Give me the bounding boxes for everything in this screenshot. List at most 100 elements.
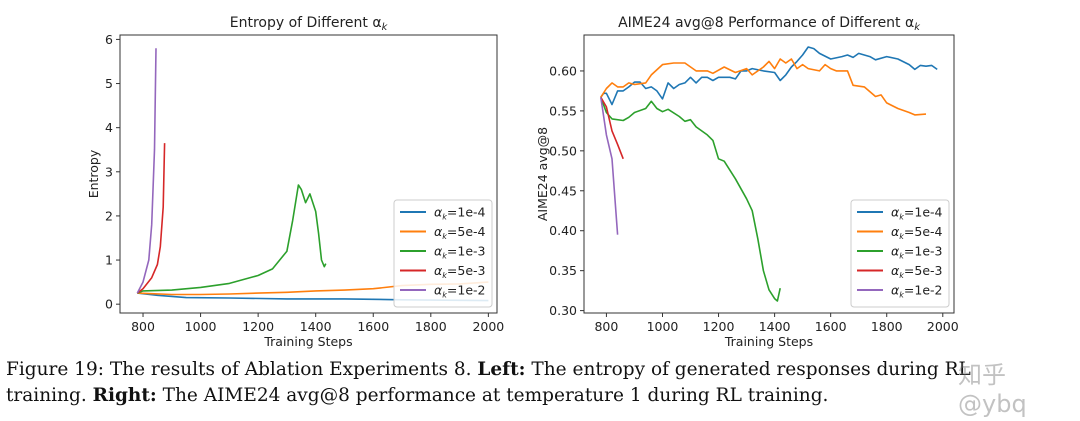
aime-chart-title-main: AIME24 avg@8 Performance of Different α	[618, 15, 914, 31]
entropy-legend-label: αk=1e-3	[434, 244, 485, 261]
entropy-y-tick-label: 5	[105, 76, 113, 91]
aime-legend-value: =5e-3	[904, 263, 943, 278]
aime-x-tick-label: 800	[594, 319, 618, 334]
subscript-k: k	[442, 213, 447, 222]
aime-y-tick-label: 0.60	[549, 63, 577, 78]
entropy-legend-value: =1e-4	[447, 205, 486, 220]
caption-left-label: Left:	[477, 359, 526, 380]
aime-legend-value: =1e-2	[904, 283, 943, 298]
alpha-symbol: α	[434, 224, 443, 239]
aime-series-line-3	[600, 96, 624, 160]
entropy-y-tick-label: 1	[105, 253, 113, 268]
alpha-symbol: α	[891, 263, 900, 278]
entropy-series-line-3	[136, 143, 166, 294]
entropy-x-tick-label: 1400	[300, 319, 332, 334]
aime-legend-value: =1e-3	[904, 244, 943, 259]
caption-text: Figure 19: The results of Ablation Exper…	[6, 359, 472, 380]
entropy-legend-value: =5e-3	[447, 263, 486, 278]
aime-chart-title-sub: k	[914, 22, 920, 33]
entropy-axes-frame	[119, 34, 498, 314]
caption-text: The AIME24 avg@8 performance at temperat…	[162, 385, 829, 406]
aime-y-tick-label: 0.50	[549, 143, 577, 158]
aime-y-tick-label: 0.30	[549, 303, 577, 318]
caption-text: training.	[6, 385, 87, 406]
entropy-chart-title: Entropy of Different αk	[230, 15, 388, 33]
aime-x-tick-label: 2000	[927, 319, 959, 334]
aime-legend-label: αk=1e-3	[891, 244, 942, 261]
aime-legend-item: αk=1e-2	[857, 283, 942, 300]
subscript-k: k	[899, 271, 904, 280]
caption-right-label: Right:	[92, 385, 157, 406]
entropy-series-line-4	[136, 48, 157, 294]
aime-chart-title: AIME24 avg@8 Performance of Different αk	[618, 15, 920, 33]
subscript-k: k	[442, 291, 447, 300]
alpha-symbol: α	[434, 244, 443, 259]
aime-legend-label: αk=5e-3	[891, 263, 942, 280]
entropy-legend-label: αk=5e-4	[434, 224, 486, 241]
entropy-legend-item: αk=1e-3	[400, 244, 485, 261]
entropy-y-tick-label: 4	[105, 120, 113, 135]
subscript-k: k	[442, 271, 447, 280]
aime-legend-item: αk=5e-3	[857, 263, 942, 280]
entropy-legend-item: αk=1e-4	[400, 205, 486, 222]
entropy-y-tick-label: 0	[105, 297, 113, 312]
entropy-legend-item: αk=5e-4	[400, 224, 486, 241]
entropy-y-tick-label: 2	[105, 208, 113, 223]
caption-line-2: training. Right: The AIME24 avg@8 perfor…	[6, 385, 828, 406]
aime-series-line-2	[600, 97, 781, 302]
entropy-series-line-2	[137, 184, 327, 294]
aime-series-line-1	[600, 58, 927, 116]
watermark: 知乎 @ybq	[958, 361, 1027, 418]
entropy-x-tick-label: 800	[131, 319, 155, 334]
aime-x-axis-label: Training Steps	[724, 334, 813, 349]
aime-legend-item: αk=1e-4	[857, 205, 943, 222]
aime-legend-label: αk=1e-4	[891, 205, 943, 222]
entropy-x-tick-label: 1600	[357, 319, 389, 334]
subscript-k: k	[899, 232, 904, 241]
entropy-legend-value: =1e-2	[447, 283, 486, 298]
aime-x-tick-label: 1600	[815, 319, 847, 334]
aime-series-line-4	[600, 97, 619, 235]
entropy-x-tick-label: 1200	[242, 319, 274, 334]
aime-legend-label: αk=5e-4	[891, 224, 943, 241]
aime-x-tick-label: 1200	[703, 319, 735, 334]
entropy-legend-value: =5e-4	[447, 224, 486, 239]
alpha-symbol: α	[891, 205, 900, 220]
entropy-chart-title-sub: k	[382, 22, 388, 33]
aime-legend-item: αk=1e-3	[857, 244, 942, 261]
aime-y-axis-label: AIME24 avg@8	[535, 127, 550, 221]
entropy-x-tick-label: 1000	[185, 319, 217, 334]
aime-legend-item: αk=5e-4	[857, 224, 943, 241]
alpha-symbol: α	[891, 283, 900, 298]
entropy-chart-title-main: Entropy of Different α	[230, 15, 382, 31]
entropy-legend-item: αk=1e-2	[400, 283, 485, 300]
alpha-symbol: α	[434, 283, 443, 298]
entropy-y-axis-label: Entropy	[86, 149, 101, 198]
caption-line-1: Figure 19: The results of Ablation Exper…	[6, 359, 971, 380]
caption-text: The entropy of generated responses durin…	[531, 359, 971, 380]
entropy-x-tick-label: 2000	[472, 319, 504, 334]
aime-y-tick-label: 0.35	[549, 263, 577, 278]
subscript-k: k	[442, 232, 447, 241]
aime-x-tick-label: 1800	[871, 319, 903, 334]
entropy-legend-label: αk=1e-2	[434, 283, 485, 300]
subscript-k: k	[899, 213, 904, 222]
entropy-legend-label: αk=5e-3	[434, 263, 485, 280]
entropy-legend: αk=1e-4αk=5e-4αk=1e-3αk=5e-3αk=1e-2	[393, 199, 493, 308]
entropy-y-tick-label: 6	[105, 32, 113, 47]
aime-x-tick-label: 1400	[759, 319, 791, 334]
subscript-k: k	[899, 252, 904, 261]
aime-x-tick-label: 1000	[647, 319, 679, 334]
aime-legend-value: =5e-4	[904, 224, 943, 239]
aime-legend-box	[850, 199, 950, 308]
entropy-x-axis-label: Training Steps	[263, 334, 352, 349]
alpha-symbol: α	[434, 205, 443, 220]
aime-y-tick-label: 0.45	[549, 183, 577, 198]
entropy-x-tick-label: 1800	[415, 319, 447, 334]
entropy-legend-label: αk=1e-4	[434, 205, 486, 222]
aime-y-tick-label: 0.55	[549, 103, 577, 118]
subscript-k: k	[899, 291, 904, 300]
aime-axes-frame	[583, 34, 955, 314]
